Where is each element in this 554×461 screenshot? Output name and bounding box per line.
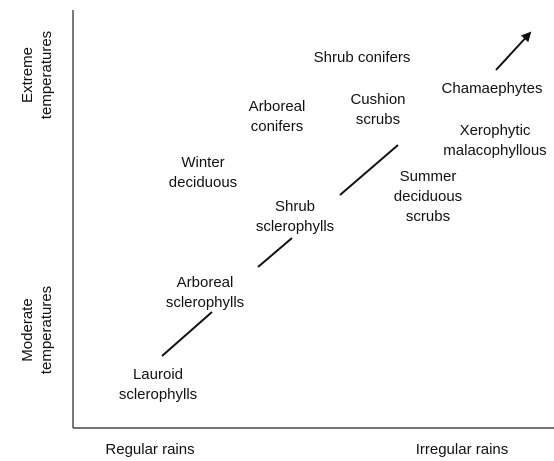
axis-label: Regular rains <box>105 441 194 458</box>
node-label: sclerophylls <box>119 386 197 403</box>
node-label: scrubs <box>406 208 450 225</box>
node-label: Chamaephytes <box>442 80 543 97</box>
node-label: Arboreal <box>249 98 306 115</box>
node-label: deciduous <box>169 174 237 191</box>
node-label: Cushion <box>350 91 405 108</box>
axis-label: temperatures <box>38 286 55 374</box>
labels: Lauroid sclerophylls Arboreal sclerophylls S… <box>19 31 547 458</box>
node-label: Xerophytic <box>460 122 531 139</box>
segment <box>339 144 399 196</box>
node-label: conifers <box>251 118 304 135</box>
node-label: Summer <box>400 168 457 185</box>
segment <box>257 237 293 268</box>
trend-line <box>161 31 532 357</box>
node-label: Winter <box>181 154 224 171</box>
node-label: Lauroid <box>133 366 183 383</box>
node-label: deciduous <box>394 188 462 205</box>
node-label: scrubs <box>356 111 400 128</box>
node-label: sclerophylls <box>166 294 244 311</box>
axis-label: Extreme <box>19 47 36 103</box>
node-label: Arboreal <box>177 274 234 291</box>
node-label: Shrub conifers <box>314 49 411 66</box>
node-label: malacophyllous <box>443 142 546 159</box>
arrow <box>495 31 532 71</box>
node-label: Shrub <box>275 198 315 215</box>
axis-label: Irregular rains <box>416 441 509 458</box>
axis-label: Moderate <box>19 298 36 361</box>
node-label: sclerophylls <box>256 218 334 235</box>
axis-label: temperatures <box>38 31 55 119</box>
segment <box>161 311 213 357</box>
